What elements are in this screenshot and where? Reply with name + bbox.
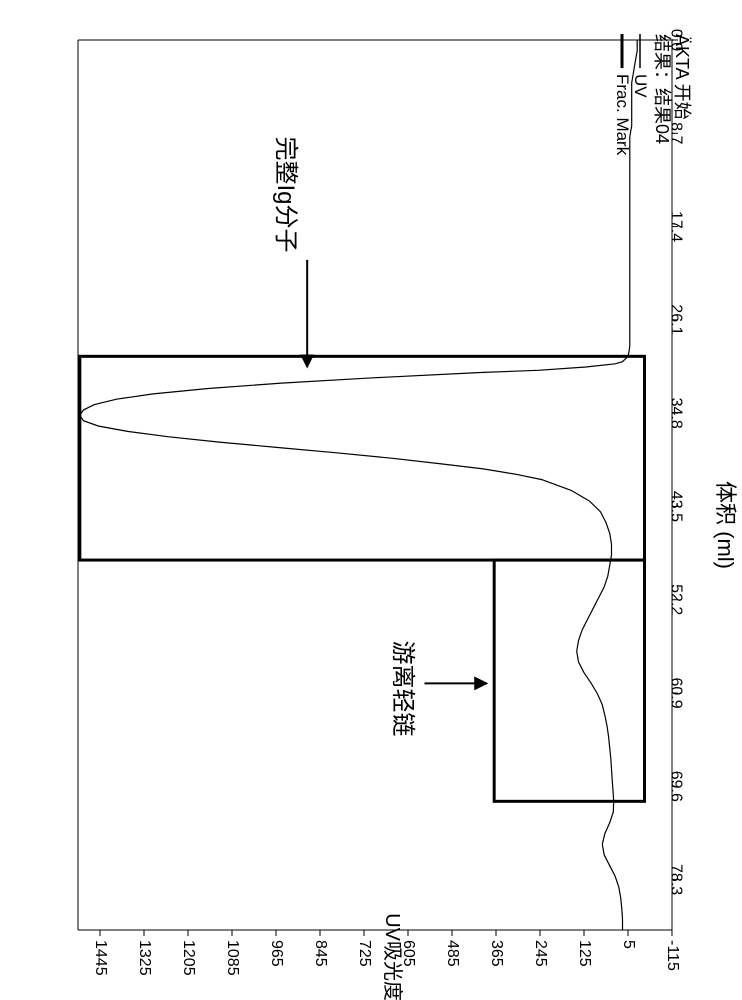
svg-text:725: 725 xyxy=(356,940,373,967)
svg-text:1445: 1445 xyxy=(92,940,109,976)
svg-text:60.9: 60.9 xyxy=(668,677,685,708)
annotation-label-free: 游离轻链 xyxy=(389,640,416,736)
chromatogram-figure: 0.08.717.426.134.843.552.260.969.678.3体积… xyxy=(0,0,742,1000)
svg-text:245: 245 xyxy=(532,940,549,967)
y-axis-label: UV吸光度(mAU) xyxy=(381,913,404,1000)
annotation-box-intact xyxy=(80,356,645,560)
svg-text:1205: 1205 xyxy=(180,940,197,976)
svg-text:结果：结果04: 结果：结果04 xyxy=(652,34,672,144)
svg-text:17.4: 17.4 xyxy=(668,211,685,242)
svg-text:52.2: 52.2 xyxy=(668,584,685,615)
x-axis-label: 体积 (ml) xyxy=(713,481,738,569)
svg-text:5: 5 xyxy=(620,940,637,949)
svg-text:965: 965 xyxy=(268,940,285,967)
annotation-box-free xyxy=(494,560,644,801)
svg-text:Frac. Mark: Frac. Mark xyxy=(613,74,632,156)
svg-text:34.8: 34.8 xyxy=(668,398,685,429)
chart-svg: 0.08.717.426.134.843.552.260.969.678.3体积… xyxy=(0,0,742,1000)
svg-text:43.5: 43.5 xyxy=(668,491,685,522)
svg-text:69.6: 69.6 xyxy=(668,771,685,802)
svg-text:UV: UV xyxy=(631,74,650,98)
svg-text:26.1: 26.1 xyxy=(668,304,685,335)
svg-text:-115: -115 xyxy=(664,940,681,971)
svg-text:78.3: 78.3 xyxy=(668,864,685,895)
svg-text:365: 365 xyxy=(488,940,505,967)
svg-text:1325: 1325 xyxy=(136,940,153,976)
annotation-label-intact: 完整Ig分子 xyxy=(272,137,299,253)
uv-trace xyxy=(80,40,637,930)
svg-text:845: 845 xyxy=(312,940,329,967)
svg-text:ÄKTA 开始: ÄKTA 开始 xyxy=(672,34,692,120)
svg-text:125: 125 xyxy=(576,940,593,967)
svg-text:485: 485 xyxy=(444,940,461,967)
svg-text:1085: 1085 xyxy=(224,940,241,976)
